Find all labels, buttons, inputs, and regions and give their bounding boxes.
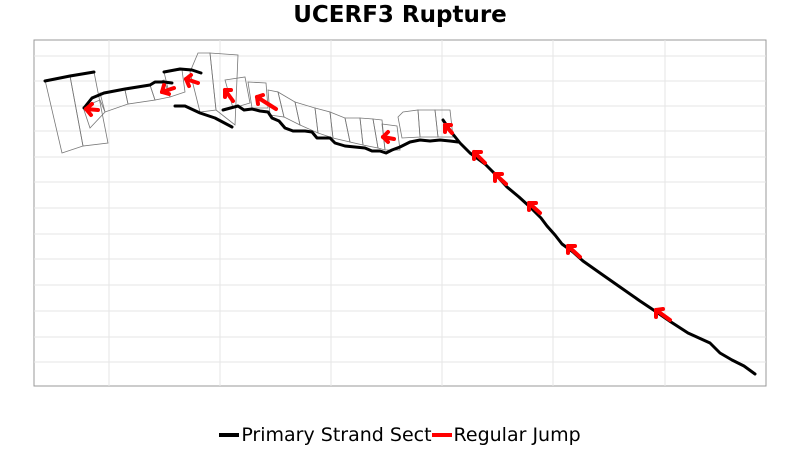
map-title: UCERF3 Rupture <box>293 2 507 28</box>
jump-marker-10 <box>527 201 542 215</box>
trace-segment-5 <box>221 104 460 155</box>
jump-marker-3 <box>184 73 200 88</box>
jump-marker-1 <box>84 102 100 117</box>
legend-swatch-primary-strand <box>219 433 240 437</box>
jump-marker-12 <box>654 307 672 322</box>
trace-segment-2 <box>82 80 174 110</box>
legend-swatch-regular-jump <box>431 433 452 437</box>
trace-segment-1 <box>43 70 96 83</box>
jump-marker-11 <box>566 244 582 259</box>
jump-marker-8 <box>472 150 487 165</box>
jump-marker-4 <box>223 88 235 103</box>
jump-marker-6 <box>381 130 396 144</box>
trace-segment-4 <box>173 104 234 129</box>
jump-marker-5 <box>255 93 278 111</box>
jump-marker-7 <box>443 123 454 135</box>
jump-marker-2 <box>160 83 176 96</box>
regular-jump-markers <box>84 73 672 322</box>
jump-marker-9 <box>493 172 508 186</box>
legend-item-primary-strand: Primary Strand Sect <box>219 424 432 446</box>
legend-label-primary-strand: Primary Strand Sect <box>241 424 432 446</box>
plot-frame <box>33 39 767 387</box>
legend-label-regular-jump: Regular Jump <box>453 424 581 446</box>
map-legend: Primary Strand Sect Regular Jump <box>0 424 800 446</box>
trace-segment-3 <box>162 67 203 75</box>
legend-item-regular-jump: Regular Jump <box>431 424 581 446</box>
